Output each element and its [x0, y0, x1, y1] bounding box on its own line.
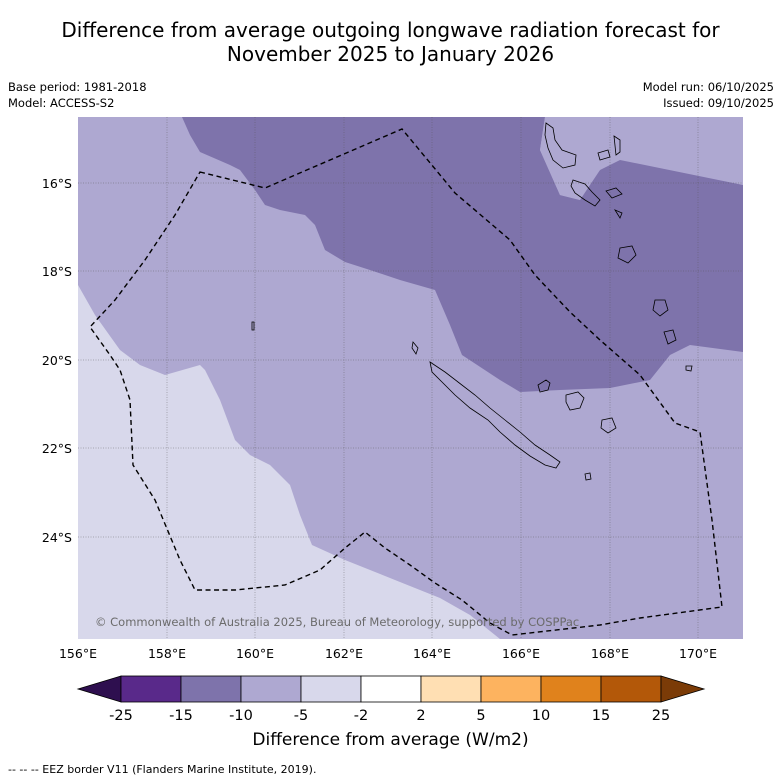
loyalty-island-mare [600, 417, 617, 434]
colorbar-seg-2 [180, 675, 242, 703]
colorbar-seg-9 [600, 675, 662, 703]
vanuatu-erromango [652, 299, 669, 317]
lat-label-16s: 16°S [42, 176, 72, 191]
colorbar-tick-label: 2 [416, 708, 425, 724]
loyalty-island-lifou [565, 391, 585, 411]
lon-label-158e: 158°E [148, 646, 186, 661]
lon-label-156e: 156°E [59, 646, 97, 661]
colorbar-tick-label: -5 [294, 708, 308, 724]
colorbar-seg-3 [240, 675, 302, 703]
vanuatu-pentecost [613, 135, 621, 156]
loyalty-island-ouvea [537, 379, 551, 393]
lon-label-162e: 162°E [325, 646, 363, 661]
colorbar-seg-5 [360, 675, 422, 703]
chart-title: Difference from average outgoing longwav… [0, 18, 781, 66]
meta-right: Model run: 06/10/2025 Issued: 09/10/2025 [643, 79, 774, 111]
lat-label-20s: 20°S [42, 353, 72, 368]
vanuatu-aneityum [685, 365, 693, 372]
vanuatu-ambrym [605, 187, 623, 199]
copyright-notice: © Commonwealth of Australia 2025, Bureau… [95, 615, 579, 629]
colorbar-tick-label: -15 [169, 708, 193, 724]
colorbar-tick-label: -10 [229, 708, 253, 724]
colorbar-tick-label: 10 [532, 708, 550, 724]
lon-label-168e: 168°E [591, 646, 629, 661]
new-caledonia-island [429, 361, 561, 469]
model-run: Model run: 06/10/2025 [642, 80, 774, 94]
title-line-1: Difference from average outgoing longwav… [61, 18, 720, 42]
lon-label-164e: 164°E [413, 646, 451, 661]
chesterfield-islands [251, 321, 255, 331]
longitude-labels: 156°E 158°E 160°E 162°E 164°E 166°E 168°… [59, 646, 717, 661]
colorbar-seg-7 [480, 675, 542, 703]
vanuatu-epi [613, 209, 623, 219]
colorbar-extend-low [76, 675, 122, 703]
colorbar-seg-1 [120, 675, 182, 703]
model-name: Model: ACCESS-S2 [8, 96, 115, 110]
colorbar-tick-label: 15 [592, 708, 610, 724]
vanuatu-malekula [570, 179, 601, 207]
vanuatu-espiritu-santo [544, 122, 577, 169]
landmasses [251, 122, 693, 481]
title-line-2: November 2025 to January 2026 [226, 42, 555, 66]
issued-date: Issued: 09/10/2025 [663, 96, 774, 110]
meta-left: Base period: 1981-2018 Model: ACCESS-S2 [8, 79, 147, 111]
colorbar-seg-6 [420, 675, 482, 703]
gridlines [78, 117, 743, 639]
lat-label-22s: 22°S [42, 441, 72, 456]
vanuatu-maewo [597, 149, 611, 161]
colorbar-tick-label: -2 [354, 708, 368, 724]
anomaly-band-medium-ne [540, 117, 743, 200]
latitude-labels: 16°S 18°S 20°S 22°S 24°S [42, 176, 72, 545]
colorbar-seg-4 [300, 675, 362, 703]
colorbar-ticks: -25 -15 -10 -5 -2 2 5 10 15 25 [109, 708, 670, 724]
colorbar [76, 675, 706, 703]
isle-of-pines [584, 472, 592, 481]
lon-label-170e: 170°E [679, 646, 717, 661]
colorbar-tick-label: 5 [476, 708, 485, 724]
base-period: Base period: 1981-2018 [8, 80, 147, 94]
lat-label-18s: 18°S [42, 264, 72, 279]
colorbar-seg-8 [540, 675, 602, 703]
belep-island [411, 341, 419, 355]
eez-legend-note: -- -- -- EEZ border V11 (Flanders Marine… [8, 763, 317, 776]
eez-border [89, 128, 723, 636]
lat-label-24s: 24°S [42, 530, 72, 545]
anomaly-band-dark [182, 117, 743, 392]
colorbar-tick-label: 25 [652, 708, 670, 724]
colorbar-extend-high [660, 675, 706, 703]
colorbar-title: Difference from average (W/m2) [252, 730, 529, 750]
lon-label-166e: 166°E [502, 646, 540, 661]
map-area [78, 117, 743, 639]
vanuatu-efate [617, 245, 637, 264]
vanuatu-tanna [663, 329, 677, 345]
lon-label-160e: 160°E [236, 646, 274, 661]
colorbar-tick-label: -25 [109, 708, 133, 724]
